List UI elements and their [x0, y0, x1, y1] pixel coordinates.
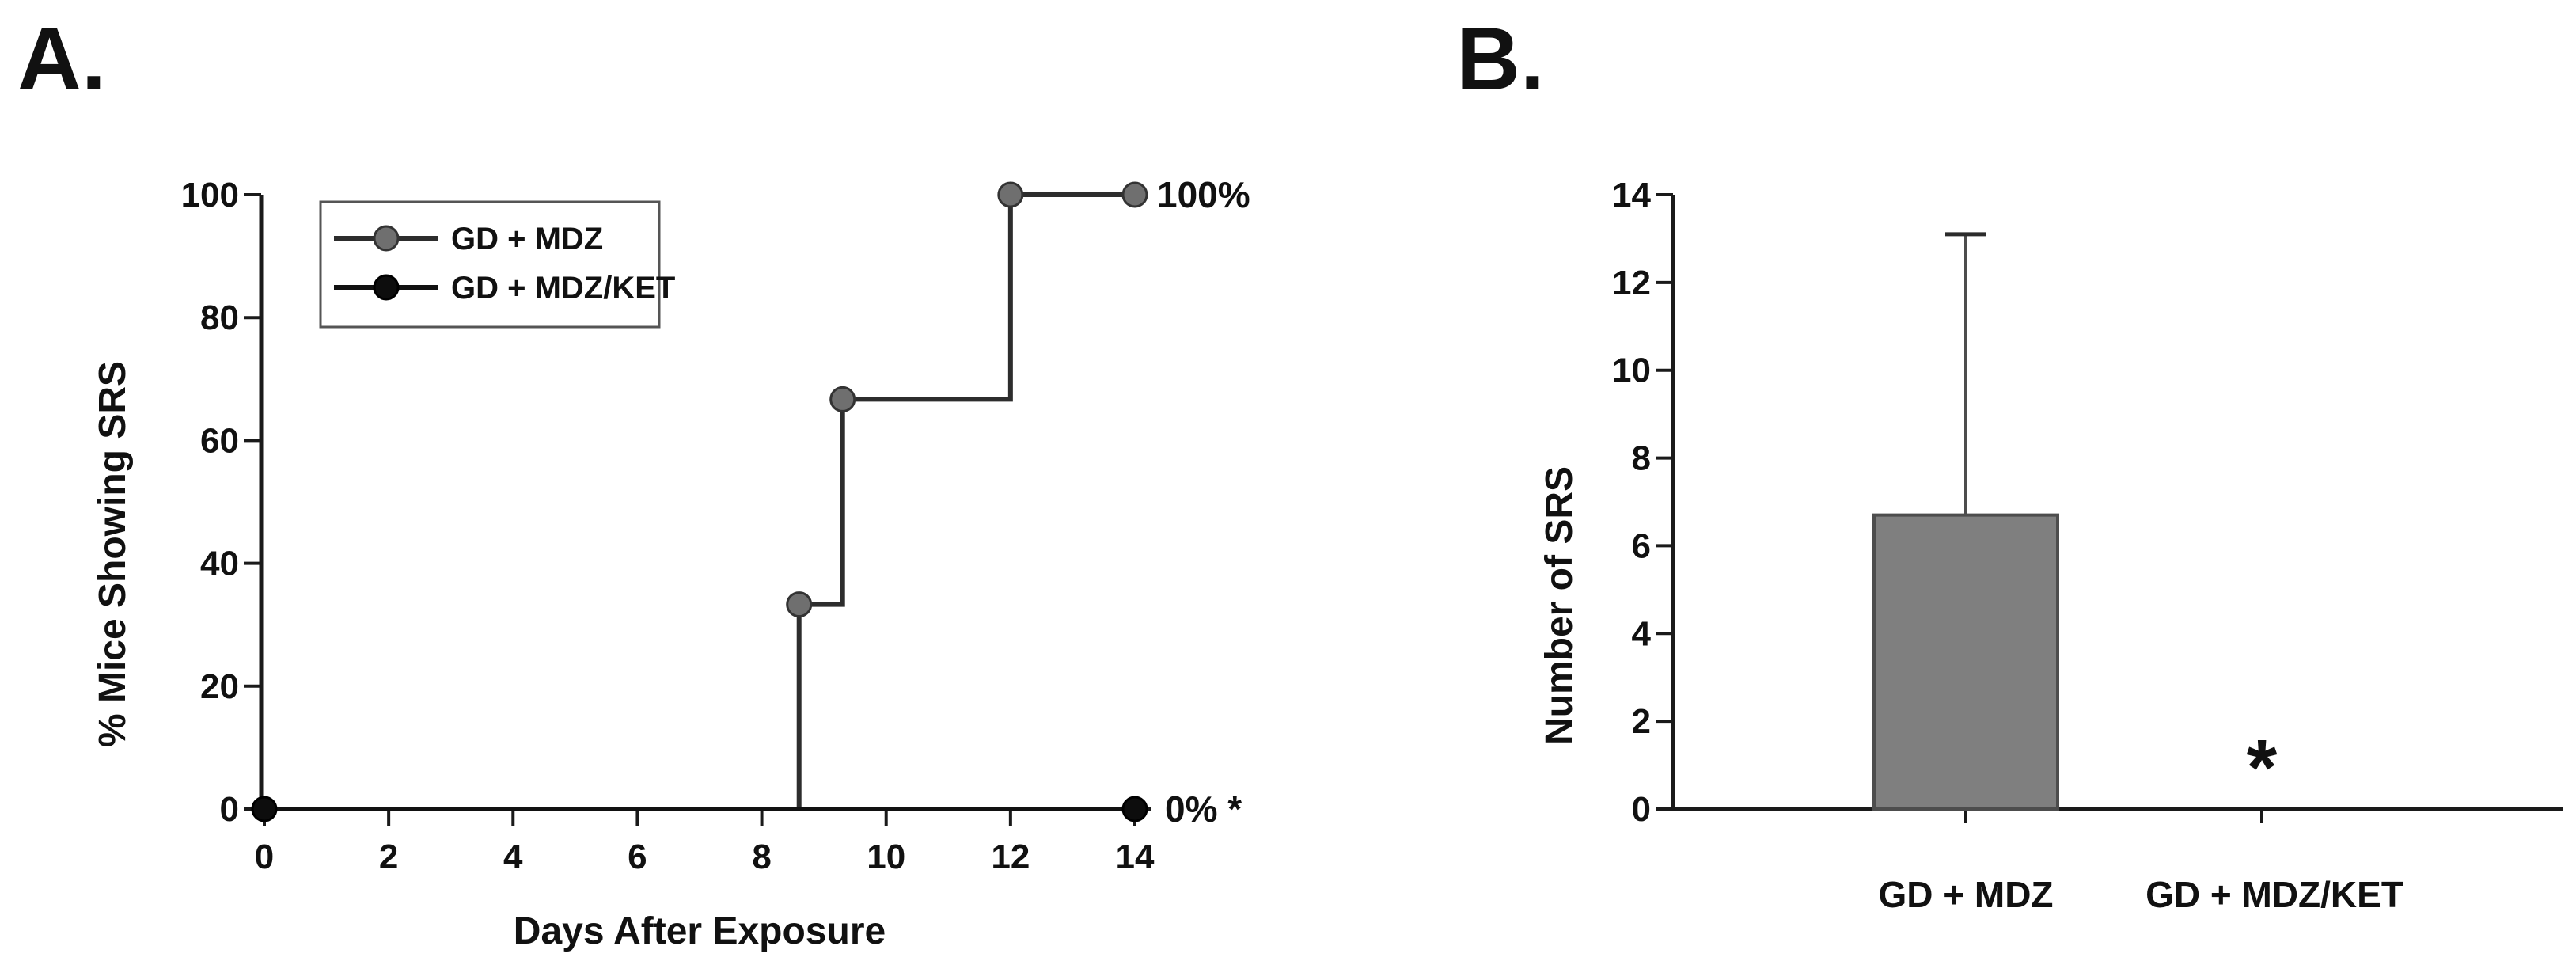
panel-a-label: A.: [17, 9, 106, 108]
panel-a-data-point-gd-mdz: [786, 591, 813, 618]
panel-b-y-tick-label: 4: [1632, 614, 1652, 653]
panel-a-x-tick-label: 14: [1116, 838, 1155, 876]
legend-entry-gd-mdz-ket: GD + MDZ/KET: [334, 271, 675, 306]
panel-b-y-tick-label: 2: [1632, 702, 1651, 741]
panel-b-plot-area: 0 2 4 6 8 10 12 14: [1612, 176, 2563, 829]
panel-a-x-tick-label: 2: [379, 838, 398, 876]
panel-a-data-point-gd-mdz: [997, 181, 1024, 208]
legend-marker-gd-mdz: [373, 225, 400, 252]
legend-box: [319, 200, 661, 329]
panel-a-x-tick-label: 0: [255, 838, 274, 876]
panel-b-category-label-gd-mdz: GD + MDZ: [1878, 874, 2053, 915]
panel-b-label: B.: [1456, 9, 1545, 108]
panel-a-data-point-gd-mdz-ket: [251, 796, 278, 822]
legend-entry-gd-mdz: GD + MDZ: [334, 222, 603, 256]
panel-b-bar-gd-mdz: [1872, 513, 2059, 811]
legend-label-gd-mdz: GD + MDZ: [451, 222, 603, 256]
panel-a-x-tick-label: 8: [752, 838, 771, 876]
panel-a-y-tick-label: 100: [181, 176, 239, 215]
panel-b-y-tick-label: 12: [1612, 264, 1651, 302]
panel-a-x-axis-title: Days After Exposure: [514, 910, 886, 952]
panel-a-series-line-gd-mdz: [264, 192, 1135, 811]
panel-a-legend: GD + MDZ GD + MDZ/KET: [319, 200, 675, 329]
legend-label-gd-mdz-ket: GD + MDZ/KET: [451, 271, 675, 306]
panel-b-y-tick-label: 6: [1632, 526, 1651, 565]
legend-marker-gd-mdz-ket: [373, 274, 400, 301]
panel-a-y-tick-label: 20: [200, 667, 239, 706]
panel-a-y-axis-title: % Mice Showing SRS: [92, 361, 134, 747]
panel-a-end-label-0: 0% *: [1165, 788, 1242, 830]
panel-a-x-tick-label: 4: [503, 838, 523, 876]
panel-a-end-label-100: 100%: [1157, 174, 1250, 215]
panel-b-category-label-gd-mdz-ket: GD + MDZ/KET: [2145, 874, 2403, 915]
panel-a-x-tick-label: 6: [628, 838, 647, 876]
panel-a-data-point-gd-mdz: [1121, 181, 1148, 208]
panel-a-x-tick-label: 10: [867, 838, 905, 876]
significance-asterisk: *: [2247, 724, 2278, 812]
panel-a-plot-area: 0 20 40 60 80 100 0 2 4 6 8 10 12 14: [181, 176, 1155, 876]
panel-b-y-tick-label: 10: [1612, 351, 1651, 390]
panel-b-y-tick-label: 8: [1632, 439, 1651, 478]
panel-a-x-tick-label: 12: [991, 838, 1030, 876]
panel-a-y-tick-label: 60: [200, 421, 239, 460]
panel-a-y-tick-label: 0: [220, 790, 239, 829]
panel-a-y-tick-label: 80: [200, 298, 239, 337]
panel-b-y-tick-label: 14: [1612, 176, 1651, 215]
panel-a-data-point-gd-mdz: [829, 386, 856, 412]
panel-b-y-axis-title: Number of SRS: [1538, 466, 1580, 745]
panel-a-data-point-gd-mdz-ket: [1121, 796, 1148, 822]
panel-b-y-tick-label: 0: [1632, 790, 1651, 829]
panel-a-y-tick-label: 40: [200, 545, 239, 583]
